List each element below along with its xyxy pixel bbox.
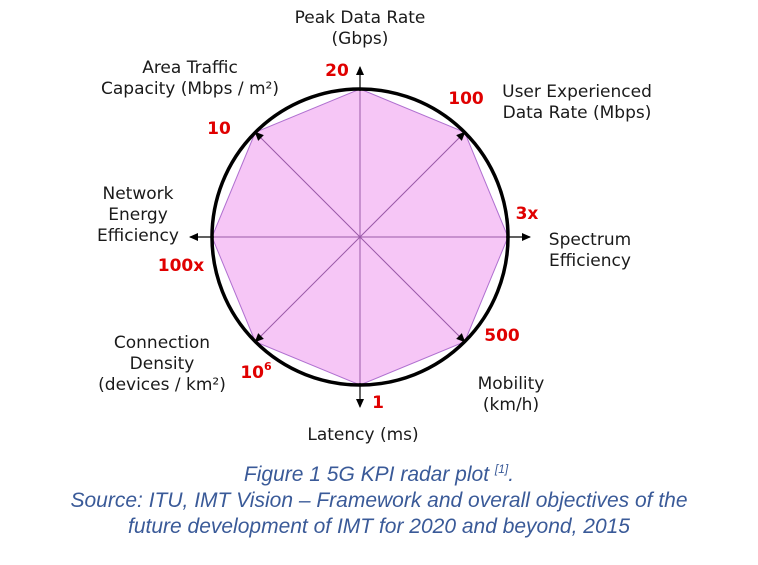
spoke-line-8: [254, 131, 361, 238]
caption-line-1: Figure 1 5G KPI radar plot [1].: [243, 462, 515, 486]
axis-label-6: Connection Density (devices / km²): [98, 333, 226, 395]
axis-arrow-4: [456, 333, 466, 343]
axis-label-4: Mobility (km/h): [478, 374, 545, 415]
axis-label-5: Latency (ms): [307, 425, 418, 445]
axis-arrow-2: [456, 131, 466, 141]
value-label-7: 100x: [158, 256, 204, 276]
axis-label-2: User Experienced Data Rate (Mbps): [502, 82, 652, 123]
axis-label-8: Area Traffic Capacity (Mbps / m²): [101, 58, 279, 99]
axis-arrow-8: [254, 131, 264, 141]
caption-reference: [1]: [494, 462, 509, 476]
spoke-line-2: [359, 131, 466, 238]
value-label-1: 20: [325, 61, 349, 81]
axis-label-7: Network Energy Efficiency: [97, 184, 179, 246]
caption-line-2: Source: ITU, IMT Vision – Framework and …: [70, 489, 688, 512]
radar-chart: 20 100 3x 500 1 106 100x 10 Peak Data Rate (Gbps…: [97, 8, 652, 445]
axis-label-1: Peak Data Rate (Gbps): [295, 8, 426, 49]
value-label-4: 500: [484, 326, 520, 346]
caption-line-3: future development of IMT for 2020 and b…: [127, 515, 630, 538]
value-label-6: 106: [240, 360, 272, 383]
spoke-line-4: [359, 236, 466, 343]
value-label-5: 1: [372, 393, 384, 413]
value-label-8: 10: [207, 119, 231, 139]
axis-label-3: Spectrum Efficiency: [549, 230, 631, 271]
value-label-2: 100: [448, 89, 484, 109]
axis-arrow-6: [254, 333, 264, 343]
value-label-3: 3x: [516, 204, 539, 224]
spoke-line-6: [254, 236, 361, 343]
figure-caption: Figure 1 5G KPI radar plot [1]. Source: …: [0, 456, 758, 540]
